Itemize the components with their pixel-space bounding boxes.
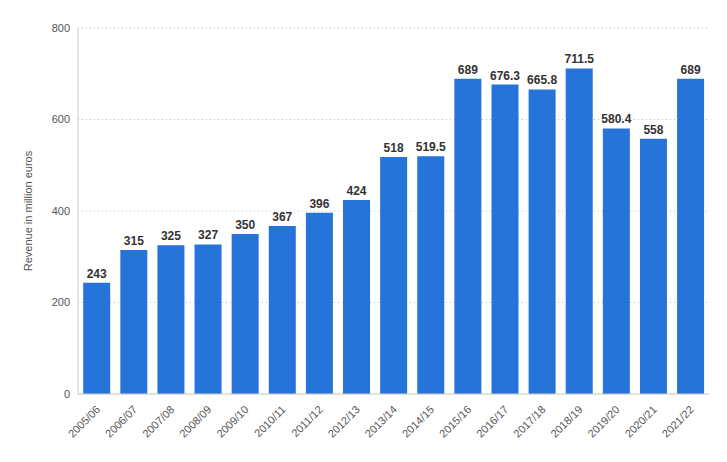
svg-text:2020/21: 2020/21 bbox=[622, 403, 659, 440]
svg-text:2014/15: 2014/15 bbox=[400, 403, 437, 440]
svg-text:689: 689 bbox=[458, 63, 478, 77]
svg-text:2012/13: 2012/13 bbox=[325, 403, 362, 440]
svg-text:367: 367 bbox=[272, 210, 292, 224]
svg-text:600: 600 bbox=[52, 113, 70, 125]
svg-text:350: 350 bbox=[235, 218, 255, 232]
svg-text:689: 689 bbox=[681, 63, 701, 77]
svg-text:2008/09: 2008/09 bbox=[177, 403, 214, 440]
svg-text:2016/17: 2016/17 bbox=[474, 403, 511, 440]
svg-text:2010/11: 2010/11 bbox=[252, 403, 288, 439]
svg-text:518: 518 bbox=[384, 141, 404, 155]
svg-text:800: 800 bbox=[52, 22, 70, 34]
svg-text:711.5: 711.5 bbox=[565, 52, 595, 66]
svg-text:2015/16: 2015/16 bbox=[437, 403, 474, 440]
svg-text:243: 243 bbox=[87, 267, 107, 281]
svg-text:396: 396 bbox=[309, 197, 329, 211]
svg-text:2013/14: 2013/14 bbox=[363, 403, 400, 440]
svg-text:327: 327 bbox=[198, 228, 218, 242]
svg-text:2018/19: 2018/19 bbox=[548, 403, 585, 440]
svg-text:2021/22: 2021/22 bbox=[659, 403, 696, 440]
svg-text:2011/12: 2011/12 bbox=[289, 403, 325, 439]
svg-text:558: 558 bbox=[643, 123, 663, 137]
svg-text:2017/18: 2017/18 bbox=[511, 403, 548, 440]
svg-text:325: 325 bbox=[161, 229, 181, 243]
svg-text:0: 0 bbox=[64, 388, 70, 400]
svg-text:2005/06: 2005/06 bbox=[66, 403, 103, 440]
svg-text:676.3: 676.3 bbox=[490, 69, 520, 83]
svg-text:2009/10: 2009/10 bbox=[214, 403, 251, 440]
svg-text:580.4: 580.4 bbox=[601, 112, 631, 126]
svg-text:665.8: 665.8 bbox=[527, 73, 557, 87]
svg-text:424: 424 bbox=[347, 184, 367, 198]
svg-text:2019/20: 2019/20 bbox=[585, 403, 622, 440]
svg-text:2006/07: 2006/07 bbox=[103, 403, 140, 440]
svg-text:Revenue in million euros: Revenue in million euros bbox=[22, 150, 34, 271]
svg-text:2007/08: 2007/08 bbox=[140, 403, 177, 440]
svg-text:200: 200 bbox=[52, 296, 70, 308]
svg-text:315: 315 bbox=[124, 234, 144, 248]
svg-text:400: 400 bbox=[52, 205, 70, 217]
svg-text:519.5: 519.5 bbox=[416, 140, 446, 154]
